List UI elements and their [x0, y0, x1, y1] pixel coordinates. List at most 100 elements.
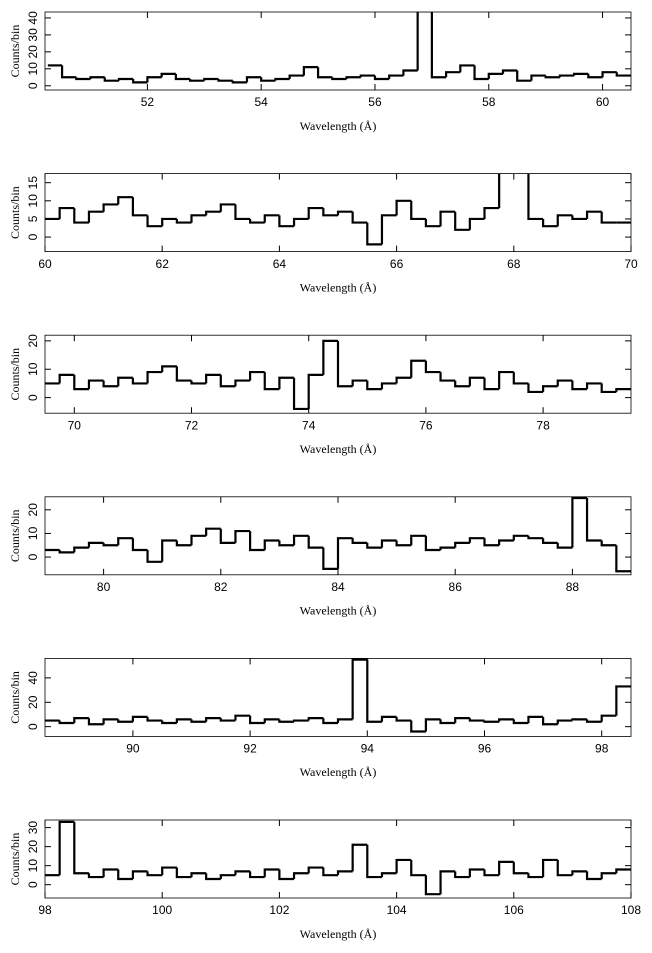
bin — [424, 535, 441, 552]
bin — [117, 719, 133, 723]
frame — [44, 334, 632, 414]
x-tick-label: 76 — [419, 418, 433, 432]
bin — [410, 859, 426, 877]
bin — [615, 868, 631, 874]
bin — [514, 168, 529, 172]
bin — [322, 718, 338, 725]
bin — [498, 173, 501, 209]
x-tick-label: 98 — [38, 903, 52, 917]
bin — [322, 547, 338, 570]
x-tick-label: 80 — [97, 580, 111, 594]
bin — [571, 870, 588, 876]
y-tick-label: 5 — [26, 215, 40, 222]
bin — [600, 872, 617, 879]
y-tick-label: 0 — [26, 723, 40, 730]
bin — [615, 545, 631, 573]
bin — [468, 217, 485, 230]
bin — [103, 77, 119, 82]
frame — [44, 173, 632, 253]
y-axis-label: Counts/bin — [8, 833, 22, 886]
bin — [58, 820, 75, 876]
bin — [175, 366, 192, 382]
bin — [556, 214, 573, 227]
bin — [454, 717, 470, 723]
bin — [274, 77, 290, 81]
bin — [146, 76, 162, 83]
frame — [44, 658, 632, 737]
y-tick-label: 0 — [26, 881, 40, 888]
x-tick-label: 94 — [361, 742, 375, 756]
bin — [527, 715, 544, 723]
bin — [219, 203, 236, 212]
y-tick-label: 10 — [26, 526, 40, 540]
bin — [131, 715, 148, 722]
x-tick-label: 108 — [621, 903, 641, 917]
bin — [366, 380, 382, 391]
x-tick-label: 78 — [536, 418, 550, 432]
bin — [615, 685, 631, 716]
bin — [217, 78, 233, 82]
y-axis-label: Counts/bin — [8, 671, 22, 724]
x-tick-label: 70 — [68, 418, 82, 432]
bin — [58, 373, 75, 384]
bin — [402, 69, 418, 76]
bin — [249, 715, 265, 725]
bin — [316, 67, 333, 79]
bin — [190, 380, 207, 385]
bin — [571, 215, 588, 221]
bin — [190, 534, 207, 546]
histogram — [45, 820, 631, 896]
x-tick-label: 66 — [390, 257, 404, 271]
y-tick-label: 10 — [26, 362, 40, 376]
frame — [44, 11, 632, 91]
bin — [190, 719, 207, 723]
bin — [161, 217, 177, 227]
bin — [380, 214, 397, 245]
bin — [263, 868, 280, 878]
bin — [366, 659, 382, 723]
bin — [131, 870, 148, 879]
y-tick-label: 10 — [26, 194, 40, 208]
bin — [263, 539, 280, 550]
bin — [174, 73, 191, 81]
bin — [188, 78, 205, 82]
bin — [322, 208, 338, 217]
bin — [615, 387, 631, 392]
x-axis-label: Wavelength (Å) — [300, 604, 377, 618]
y-axis-label: Counts/bin — [8, 25, 22, 78]
bin — [600, 211, 617, 224]
bin — [307, 535, 324, 549]
bin — [351, 843, 368, 872]
y-tick-label: 0 — [26, 394, 40, 401]
bin — [373, 75, 390, 81]
bin — [175, 718, 192, 723]
bin — [351, 379, 368, 387]
bin — [439, 372, 456, 382]
bin — [205, 210, 221, 216]
bin — [278, 215, 295, 228]
x-tick-label: 92 — [243, 742, 257, 756]
x-tick-label: 72 — [185, 418, 199, 432]
bin — [175, 867, 192, 879]
bin — [87, 718, 104, 726]
bin — [439, 719, 456, 725]
bin — [380, 715, 397, 722]
bin — [234, 204, 251, 221]
bin — [527, 535, 544, 540]
bin — [424, 718, 441, 732]
bin — [336, 870, 353, 876]
bin — [175, 540, 192, 547]
bin — [102, 542, 119, 547]
x-axis-label: Wavelength (Å) — [300, 442, 377, 456]
bin — [205, 717, 221, 722]
bin — [424, 360, 441, 374]
bin — [380, 539, 397, 548]
y-tick-label: 0 — [26, 233, 40, 240]
bin — [161, 365, 177, 373]
bin — [190, 214, 207, 223]
bin — [249, 531, 265, 552]
bin — [89, 76, 105, 79]
bin — [585, 382, 602, 390]
bin — [249, 370, 265, 381]
bin — [302, 66, 319, 76]
